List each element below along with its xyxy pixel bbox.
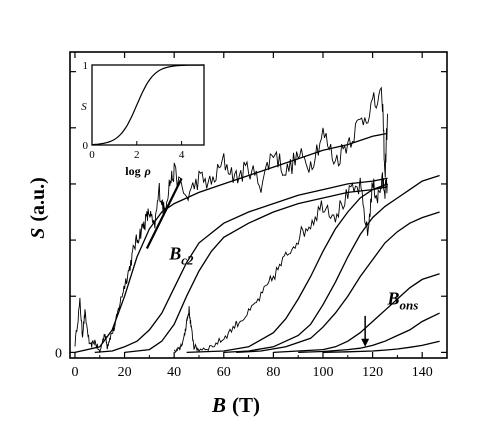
noisy-trace: [173, 172, 388, 353]
smooth-curve: [322, 340, 440, 354]
x-tick-label: 140: [412, 365, 433, 380]
inset-x-tick-label: 4: [179, 149, 185, 161]
inset-plot: 0 2 4 0 1 S log ρ: [81, 60, 205, 178]
noisy-traces: [74, 86, 388, 354]
annotation-subscript: ons: [399, 298, 418, 313]
x-axis-label: B (T): [211, 393, 260, 417]
y-axis-label-var: S: [27, 228, 49, 239]
inset-curve: [91, 64, 204, 146]
x-axis-label-unit: (T): [232, 393, 260, 417]
smooth-curves: [74, 132, 440, 354]
onset-arrow-head: [361, 338, 370, 347]
annotation-label: Bons: [386, 289, 418, 313]
smooth-curve: [236, 211, 440, 354]
annotation-main: B: [386, 289, 399, 309]
plot-frame: [69, 51, 448, 359]
annotation-label: Bc2: [168, 244, 194, 268]
x-tick-label: 100: [312, 365, 333, 380]
x-tick-label: 0: [71, 365, 78, 380]
x-tick-label: 120: [362, 365, 383, 380]
inset-x-tick-label: 2: [134, 149, 140, 161]
x-tick-label: 40: [167, 365, 181, 380]
annotation-subscript: c2: [181, 253, 194, 268]
inset-x-label-rho: ρ: [144, 164, 151, 178]
smooth-curve: [223, 174, 440, 354]
annotation-main: B: [168, 244, 181, 264]
smooth-curve: [94, 177, 388, 354]
y-axis-label: S (a.u.): [27, 177, 49, 239]
x-tick-label: 60: [217, 365, 231, 380]
smooth-curve: [298, 312, 440, 354]
y-tick-label: 0: [55, 346, 62, 361]
inset-y-label: S: [81, 101, 87, 113]
inset-y-tick-label: 1: [83, 60, 89, 72]
y-axis-label-unit: (a.u.): [27, 177, 49, 221]
inset-x-label-log: log: [125, 164, 140, 178]
x-axis-label-var: B: [211, 393, 226, 417]
bc2-tangent-line: [145, 177, 183, 250]
smooth-curve: [273, 273, 440, 354]
noisy-trace: [74, 86, 388, 354]
inset-y-tick-label: 0: [83, 140, 89, 152]
inset-x-label: log ρ: [125, 164, 151, 178]
x-tick-label: 80: [266, 365, 280, 380]
inset-x-tick-label: 0: [89, 149, 95, 161]
inset-ticks: 0 2 4 0 1: [83, 60, 185, 161]
x-tick-label: 20: [118, 365, 132, 380]
smooth-curve: [186, 183, 388, 354]
inset-frame: [91, 64, 205, 146]
smooth-curve: [74, 132, 388, 354]
smooth-curve: [124, 186, 388, 354]
